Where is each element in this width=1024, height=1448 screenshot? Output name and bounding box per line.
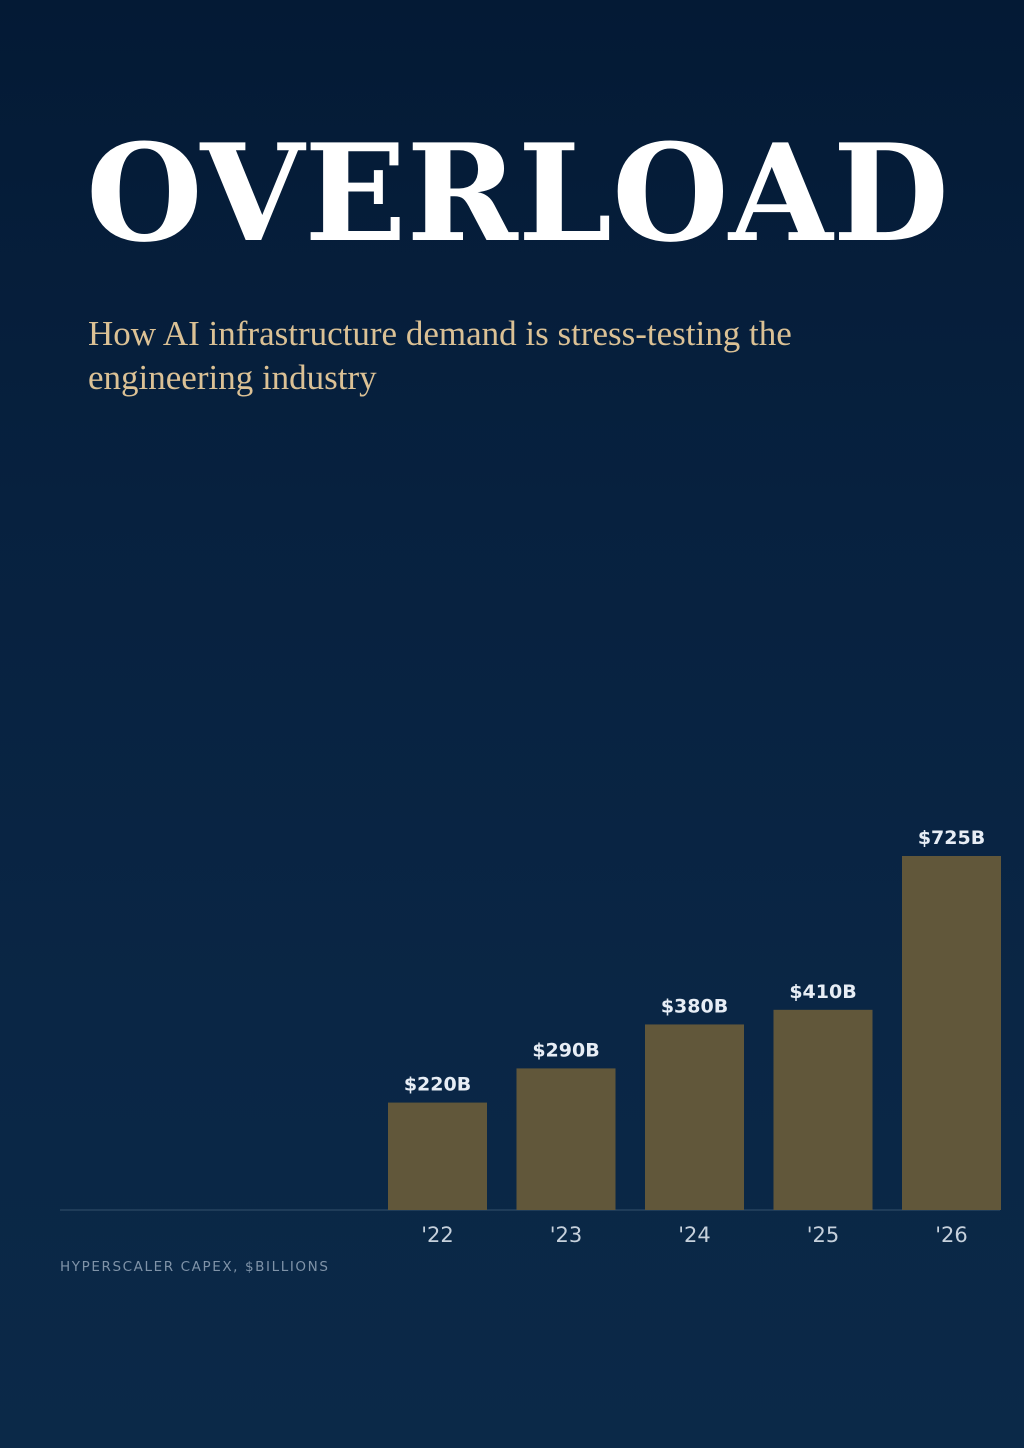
chart-source-note: HYPERSCALER CAPEX, $BILLIONS <box>60 1259 330 1275</box>
tick-label-4: '26 <box>935 1223 968 1247</box>
value-label-4: $725B <box>918 827 985 849</box>
bar-3 <box>773 1009 873 1210</box>
headline-title: OVERLOAD <box>86 114 949 272</box>
bars-layer <box>388 856 1001 1210</box>
tick-label-0: '22 <box>421 1223 454 1247</box>
tick-label-3: '25 <box>807 1223 840 1247</box>
bar-1 <box>516 1068 616 1210</box>
value-labels-layer: $220B $290B $380B $410B $725B <box>404 827 985 1096</box>
value-label-1: $290B <box>532 1039 599 1061</box>
headline-subtitle: How AI infrastructure demand is stress-t… <box>88 314 792 397</box>
value-label-2: $380B <box>661 995 728 1017</box>
bar-0 <box>388 1102 487 1210</box>
bar-4 <box>902 856 1001 1210</box>
value-label-3: $410B <box>789 981 856 1003</box>
tick-label-2: '24 <box>678 1223 711 1247</box>
bar-2 <box>645 1024 744 1210</box>
tick-label-1: '23 <box>550 1223 583 1247</box>
value-label-0: $220B <box>404 1074 471 1096</box>
tick-labels-layer: '22 '23 '24 '25 '26 <box>421 1223 968 1247</box>
